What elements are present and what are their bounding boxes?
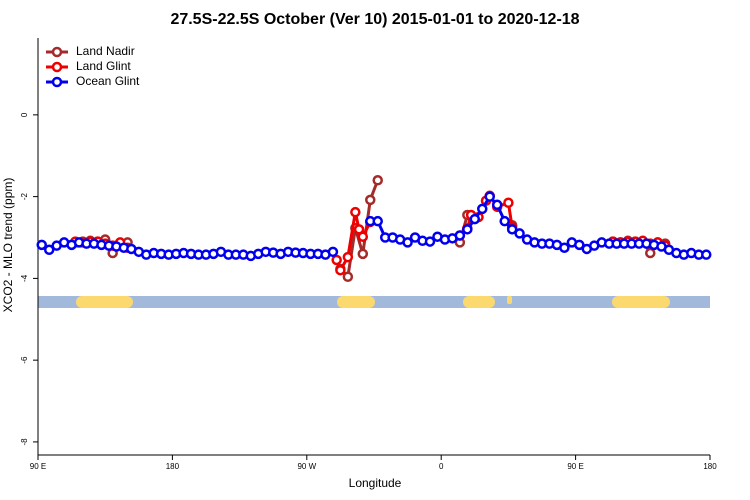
point bbox=[335, 264, 346, 276]
point bbox=[342, 271, 354, 283]
x-tick-label: 180 bbox=[166, 462, 180, 471]
point bbox=[499, 215, 510, 227]
land-patch bbox=[507, 296, 512, 304]
point bbox=[645, 247, 656, 259]
y-tick-label: 0 bbox=[20, 112, 29, 117]
y-tick-label: -4 bbox=[20, 274, 29, 282]
land-patch bbox=[612, 296, 670, 308]
point bbox=[514, 228, 525, 239]
land-mask bbox=[38, 296, 710, 308]
legend-marker bbox=[51, 76, 63, 88]
x-tick-label: 90 W bbox=[297, 462, 316, 471]
legend-marker bbox=[51, 61, 63, 73]
point bbox=[402, 237, 413, 248]
x-tick-label: 0 bbox=[439, 462, 444, 471]
point bbox=[503, 197, 514, 209]
legend-label: Ocean Glint bbox=[76, 74, 140, 88]
land-patch bbox=[463, 296, 495, 308]
point bbox=[424, 236, 436, 247]
chart-title: 27.5S-22.5S October (Ver 10) 2015-01-01 … bbox=[170, 11, 579, 28]
x-tick-label: 180 bbox=[703, 462, 717, 471]
point bbox=[350, 206, 361, 218]
point bbox=[331, 254, 342, 266]
point bbox=[43, 244, 55, 256]
point bbox=[357, 248, 369, 260]
point bbox=[484, 191, 495, 202]
point bbox=[462, 224, 473, 235]
land-patch bbox=[337, 296, 375, 308]
point bbox=[36, 239, 47, 251]
point bbox=[372, 215, 383, 227]
point bbox=[357, 231, 369, 242]
point bbox=[327, 246, 339, 258]
point bbox=[701, 249, 712, 260]
y-axis-label: XCO2 - MLO trend (ppm) bbox=[1, 178, 15, 313]
legend-marker bbox=[51, 46, 63, 58]
y-tick-label: -2 bbox=[20, 193, 29, 201]
point bbox=[506, 224, 518, 235]
land-patch bbox=[76, 296, 133, 308]
series bbox=[70, 175, 671, 283]
point bbox=[477, 203, 488, 215]
point bbox=[469, 213, 481, 225]
point bbox=[365, 194, 376, 206]
legend-label: Land Nadir bbox=[76, 44, 135, 58]
point bbox=[454, 230, 466, 241]
x-tick-label: 90 E bbox=[567, 462, 583, 471]
series bbox=[36, 191, 712, 262]
point bbox=[559, 242, 570, 253]
point bbox=[491, 199, 503, 211]
legend-label: Land Glint bbox=[76, 59, 131, 73]
x-axis-label: Longitude bbox=[349, 476, 402, 490]
point bbox=[342, 251, 354, 263]
y-tick-label: -6 bbox=[20, 356, 29, 364]
y-tick-label: -8 bbox=[20, 438, 29, 446]
point bbox=[372, 175, 383, 186]
x-tick-label: 90 E bbox=[30, 462, 46, 471]
point bbox=[574, 239, 585, 251]
